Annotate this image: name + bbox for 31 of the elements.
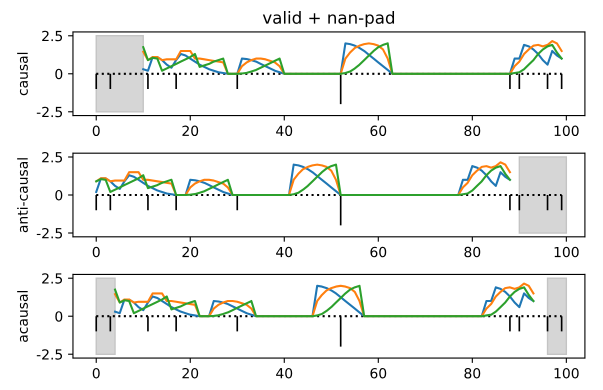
x-tick-label: 100 bbox=[554, 246, 579, 258]
x-tick-label: 100 bbox=[554, 126, 579, 136]
x-tick-label: 0 bbox=[92, 246, 100, 258]
x-tick-label: 80 bbox=[464, 368, 480, 378]
x-tick-label: 60 bbox=[370, 126, 386, 136]
y-axis-title: acausal bbox=[17, 290, 28, 342]
y-tick-label: 2.5 bbox=[42, 273, 62, 284]
x-tick-label: 60 bbox=[370, 368, 386, 378]
y-tick-label: 0 bbox=[55, 190, 62, 200]
chart-title: valid + nan-pad bbox=[262, 10, 394, 28]
y-tick-label: 2.5 bbox=[42, 152, 62, 162]
x-tick-label: 40 bbox=[276, 246, 292, 258]
y-tick-label: -2.5 bbox=[36, 106, 62, 118]
x-tick-label: 20 bbox=[182, 126, 198, 136]
x-tick-label: 40 bbox=[276, 126, 292, 136]
y-axis-title: anti-causal bbox=[17, 158, 28, 232]
x-tick-label: 100 bbox=[554, 368, 579, 378]
y-tick-label: 2.5 bbox=[42, 30, 62, 42]
y-tick-label: -2.5 bbox=[36, 349, 62, 360]
x-tick-label: 20 bbox=[182, 246, 198, 258]
x-tick-label: 20 bbox=[182, 368, 198, 378]
x-tick-label: 0 bbox=[92, 368, 100, 378]
x-tick-label: 80 bbox=[464, 126, 480, 136]
x-tick-label: 0 bbox=[92, 126, 100, 136]
x-tick-label: 40 bbox=[276, 368, 292, 378]
y-tick-label: -2.5 bbox=[36, 228, 62, 238]
y-axis-title: causal bbox=[17, 52, 28, 96]
x-tick-label: 60 bbox=[370, 246, 386, 258]
y-tick-label: 0 bbox=[55, 68, 62, 80]
x-tick-label: 80 bbox=[464, 246, 480, 258]
y-tick-label: 0 bbox=[55, 311, 62, 322]
